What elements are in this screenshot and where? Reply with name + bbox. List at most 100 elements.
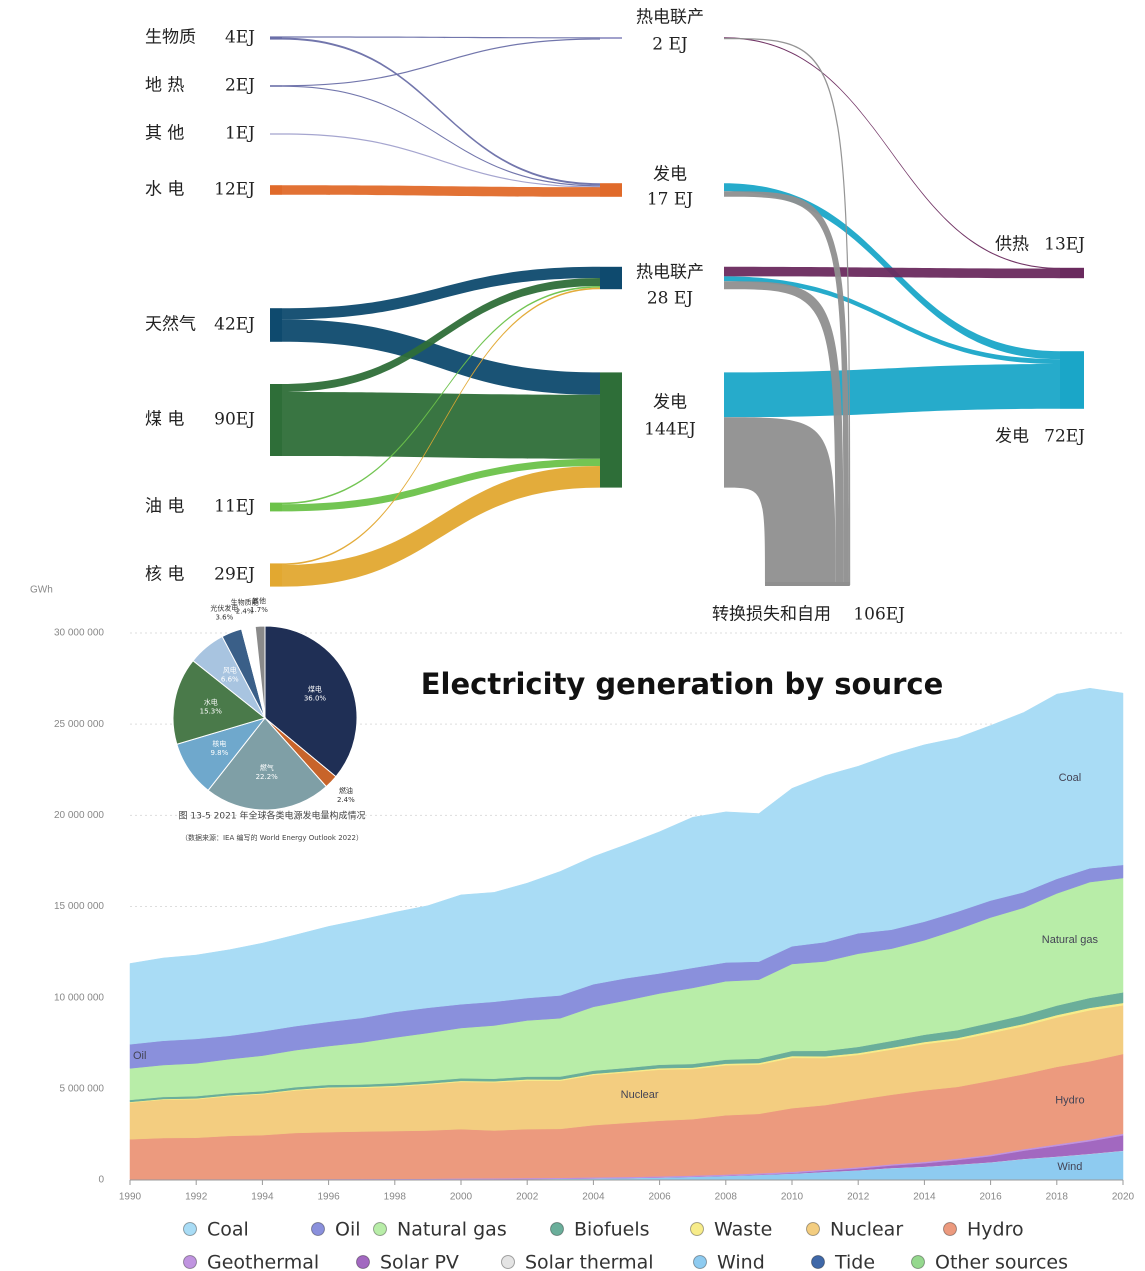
- x-tick-label: 2004: [582, 1192, 605, 1203]
- legend-label: Nuclear: [830, 1219, 903, 1241]
- x-tick-label: 2020: [1112, 1192, 1135, 1203]
- sankey-node: [270, 85, 282, 87]
- sankey-link: [282, 133, 600, 188]
- node-label: 油 电: [145, 497, 184, 517]
- legend-marker: [943, 1222, 957, 1236]
- node-label: 转换损失和自用: [712, 605, 831, 625]
- x-tick-label: 2016: [979, 1192, 1002, 1203]
- legend-label: Geothermal: [207, 1252, 319, 1271]
- sankey-node: [600, 183, 622, 197]
- pie-slice: [172, 660, 267, 745]
- node-value: 4EJ: [225, 28, 255, 48]
- sankey-node: [1060, 267, 1084, 279]
- x-tick-label: 2008: [715, 1192, 738, 1203]
- node-label: 其 他: [145, 124, 184, 144]
- y-tick-label: 20 000 000: [54, 810, 104, 821]
- pie-caption: 图 13-5 2021 年全球各类电源发电量构成情况: [179, 810, 366, 822]
- pie-label: 核电: [212, 739, 226, 748]
- node-value: 17 EJ: [647, 190, 693, 210]
- node-value: 28 EJ: [647, 289, 693, 309]
- pie-slice: [207, 717, 327, 811]
- y-tick-label: 5 000 000: [60, 1083, 105, 1094]
- node-label: 天然气: [145, 315, 196, 335]
- pie-value-label: 2.4%: [236, 608, 254, 616]
- chart-title: Electricity generation by source: [421, 667, 944, 701]
- sankey-link: [282, 85, 600, 187]
- sankey-node: [600, 266, 622, 290]
- sankey-node: [765, 582, 850, 586]
- y-tick-label: 0: [98, 1175, 104, 1186]
- pie-slice: [254, 625, 266, 719]
- pie-value-label: 6.6%: [221, 675, 239, 683]
- x-tick-label: 1994: [251, 1192, 274, 1203]
- series-annotation: Nuclear: [621, 1089, 659, 1101]
- legend-label: Natural gas: [397, 1219, 507, 1241]
- sankey-node: [600, 37, 622, 39]
- pie-value-label: 9.8%: [210, 749, 228, 757]
- sankey-node: [270, 563, 282, 587]
- node-label: 发电: [995, 427, 1029, 447]
- legend-marker: [501, 1255, 515, 1269]
- x-tick-label: 1990: [119, 1192, 142, 1203]
- pie-label: 光伏发电: [210, 603, 238, 612]
- node-label: 发电: [653, 165, 687, 185]
- node-label: 水 电: [145, 180, 184, 200]
- legend-marker: [183, 1255, 197, 1269]
- node-label: 核 电: [145, 565, 184, 585]
- sankey-node: [270, 36, 282, 40]
- sankey-link: [724, 276, 1060, 364]
- pie-label: 生物质能: [231, 598, 259, 607]
- legend-marker: [183, 1222, 197, 1236]
- sankey-link: [282, 278, 600, 392]
- sankey-link: [282, 287, 600, 565]
- node-label: 地 热: [145, 76, 184, 96]
- legend-label: Solar PV: [380, 1252, 459, 1271]
- pie-label: 水电: [204, 697, 218, 706]
- legend-marker: [806, 1222, 820, 1236]
- pie-value-label: 3.6%: [215, 613, 233, 621]
- y-tick-label: 15 000 000: [54, 901, 104, 912]
- pie-slice: [264, 625, 358, 778]
- series-annotation: Oil: [133, 1050, 146, 1062]
- pie-value-label: 22.2%: [256, 773, 279, 781]
- legend-label: Oil: [335, 1219, 361, 1241]
- node-value: 2EJ: [225, 76, 255, 96]
- pie-label: 其他: [252, 596, 266, 605]
- pie-label: 风电: [223, 665, 237, 674]
- node-value: 12EJ: [214, 180, 255, 200]
- legend-marker: [811, 1255, 825, 1269]
- pie-label: 燃油: [339, 786, 353, 795]
- node-value: 13EJ: [1044, 235, 1085, 255]
- sankey-link: [282, 37, 600, 186]
- node-value: 106EJ: [853, 605, 905, 625]
- legend-label: Wind: [717, 1252, 765, 1271]
- node-value: 1EJ: [225, 124, 255, 144]
- node-value: 42EJ: [214, 315, 255, 335]
- sankey-link: [724, 364, 1060, 418]
- legend-marker: [693, 1255, 707, 1269]
- y-tick-label: 25 000 000: [54, 719, 104, 730]
- sankey-node: [270, 133, 282, 135]
- pie-value-label: 1.7%: [250, 606, 268, 614]
- sankey-link: [724, 417, 836, 585]
- series-annotation: Natural gas: [1042, 934, 1099, 946]
- sankey-link: [724, 37, 1060, 270]
- pie-value-label: 36.0%: [304, 694, 327, 702]
- legend-label: Solar thermal: [525, 1252, 654, 1271]
- sankey-link: [282, 466, 600, 587]
- x-tick-label: 1992: [185, 1192, 208, 1203]
- sankey-link: [282, 266, 600, 320]
- pie-value-label: 15.3%: [200, 707, 223, 715]
- node-value: 11EJ: [214, 497, 255, 517]
- legend-label: Coal: [207, 1219, 249, 1241]
- node-label: 热电联产: [636, 8, 704, 28]
- sankey-node: [270, 185, 282, 195]
- legend-marker: [373, 1222, 387, 1236]
- pie-label: 燃气: [260, 763, 274, 772]
- legend-label: Biofuels: [574, 1219, 650, 1241]
- sankey-link: [282, 185, 600, 197]
- x-tick-label: 2012: [847, 1192, 870, 1203]
- sankey-node: [600, 372, 622, 488]
- x-tick-label: 2018: [1046, 1192, 1069, 1203]
